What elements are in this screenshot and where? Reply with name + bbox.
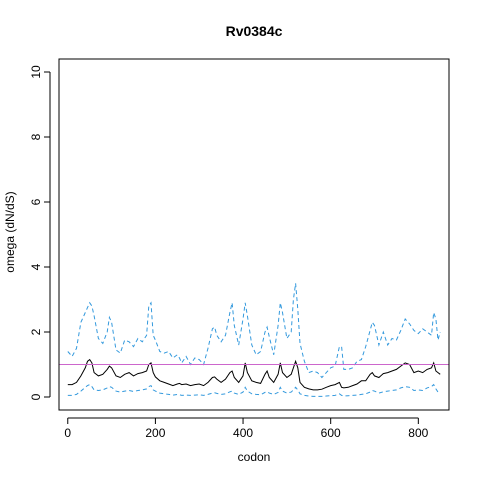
x-axis-label: codon (238, 450, 271, 464)
x-tick-label: 200 (145, 426, 165, 440)
y-tick-label: 6 (29, 198, 43, 205)
y-tick-label: 10 (29, 65, 43, 79)
x-tick-label: 800 (408, 426, 428, 440)
x-tick-label: 600 (321, 426, 341, 440)
y-axis-label: omega (dN/dS) (3, 191, 17, 272)
x-tick-label: 0 (64, 426, 71, 440)
y-axis: 0 2 4 6 8 10 (29, 65, 51, 400)
y-tick-label: 4 (29, 263, 43, 270)
x-tick-label: 400 (233, 426, 253, 440)
y-tick-label: 2 (29, 328, 43, 335)
series-upper-line (67, 283, 441, 379)
chart-title: Rv0384c (226, 23, 283, 39)
x-axis: 0 200 400 600 800 (64, 417, 429, 440)
plot-area (58, 58, 450, 411)
y-tick-label: 0 (29, 393, 43, 400)
y-tick-label: 8 (29, 133, 43, 140)
series-lower-line (67, 383, 441, 397)
series-mean-line (67, 358, 441, 391)
plot-frame (58, 58, 450, 411)
